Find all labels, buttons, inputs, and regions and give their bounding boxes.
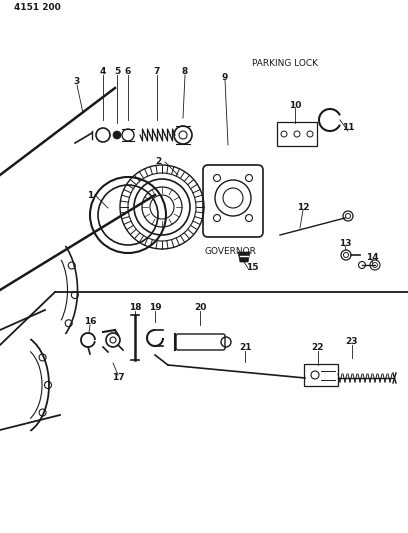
Text: 20: 20 xyxy=(194,303,206,312)
Text: 1: 1 xyxy=(87,190,93,199)
Text: 21: 21 xyxy=(239,343,251,352)
Text: 16: 16 xyxy=(84,318,96,327)
Text: 10: 10 xyxy=(289,101,301,109)
Text: 18: 18 xyxy=(129,303,141,312)
Text: 17: 17 xyxy=(112,374,124,383)
Circle shape xyxy=(113,131,121,139)
Text: GOVERNOR: GOVERNOR xyxy=(204,246,256,255)
Text: 9: 9 xyxy=(222,72,228,82)
Text: 14: 14 xyxy=(366,254,378,262)
Text: 3: 3 xyxy=(74,77,80,86)
Text: 5: 5 xyxy=(114,68,120,77)
Text: PARKING LOCK: PARKING LOCK xyxy=(252,59,318,68)
Text: 19: 19 xyxy=(149,303,161,312)
Text: 6: 6 xyxy=(125,68,131,77)
Text: 22: 22 xyxy=(312,343,324,352)
Text: 8: 8 xyxy=(182,68,188,77)
Text: 11: 11 xyxy=(342,124,354,133)
Text: 12: 12 xyxy=(297,203,309,212)
Text: 4: 4 xyxy=(100,68,106,77)
Text: 4151 200: 4151 200 xyxy=(14,4,61,12)
Text: 2: 2 xyxy=(155,157,161,166)
Text: 13: 13 xyxy=(339,238,351,247)
Polygon shape xyxy=(238,252,250,262)
Text: 15: 15 xyxy=(246,263,258,272)
Text: 7: 7 xyxy=(154,68,160,77)
Text: 23: 23 xyxy=(346,337,358,346)
